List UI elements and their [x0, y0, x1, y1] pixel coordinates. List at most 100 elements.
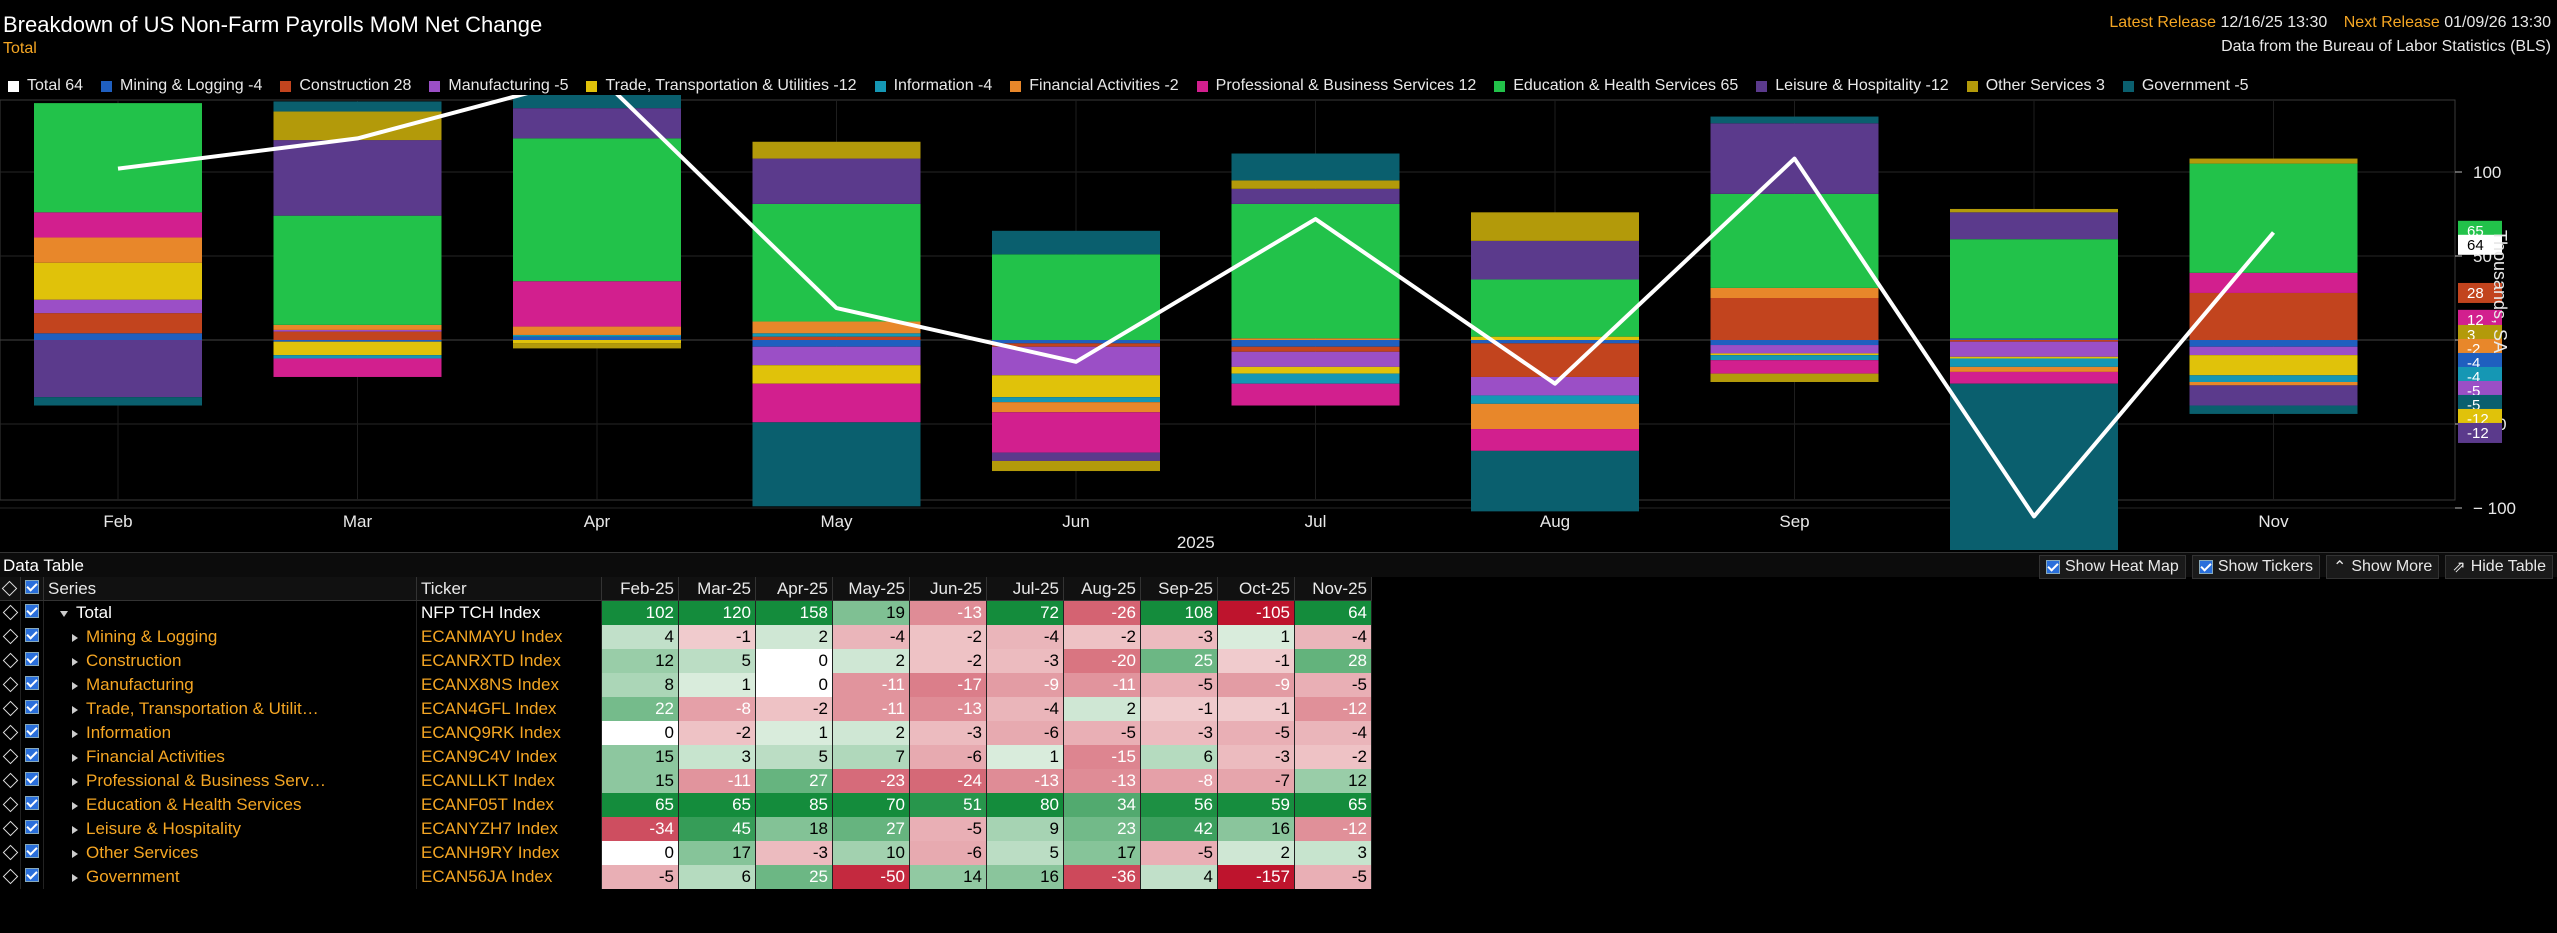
ticker[interactable]: ECANMAYU Index: [416, 625, 602, 649]
heatmap-cell: 0: [755, 673, 833, 697]
stacked-bar-chart: 150100500− 50− 100− 150− 200FebMarAprMay…: [0, 95, 2516, 550]
show-more-button[interactable]: ⌃ Show More: [2325, 555, 2440, 579]
legend-label: Other Services 3: [1985, 77, 2105, 94]
row-drag-handle[interactable]: [0, 841, 21, 865]
heatmap-cell: 2: [832, 649, 910, 673]
row-drag-handle[interactable]: [0, 673, 21, 697]
series-name[interactable]: Mining & Logging: [43, 625, 417, 649]
expand-arrow-icon[interactable]: [72, 825, 78, 834]
row-checkbox[interactable]: [20, 600, 44, 625]
series-name[interactable]: Other Services: [43, 841, 417, 865]
legend-item[interactable]: Trade, Transportation & Utilities -12: [586, 77, 857, 95]
bar-segment: [1950, 383, 2118, 550]
bar-segment: [1710, 360, 1879, 374]
header-check-col[interactable]: [20, 577, 44, 601]
ticker[interactable]: ECANH9RY Index: [416, 841, 602, 865]
row-drag-handle[interactable]: [0, 721, 21, 745]
row-drag-handle[interactable]: [0, 697, 21, 721]
expand-arrow-icon[interactable]: [72, 681, 78, 690]
row-drag-handle[interactable]: [0, 600, 21, 625]
bar-segment: [752, 422, 921, 507]
row-checkbox[interactable]: [20, 769, 44, 793]
ticker[interactable]: ECANYZH7 Index: [416, 817, 602, 841]
heatmap-cell: 14: [909, 865, 987, 889]
row-checkbox[interactable]: [20, 625, 44, 649]
series-name[interactable]: Construction: [43, 649, 417, 673]
legend-item[interactable]: Total 64: [8, 77, 83, 95]
legend-swatch: [874, 80, 886, 92]
row-checkbox[interactable]: [20, 721, 44, 745]
expand-arrow-icon[interactable]: [72, 777, 78, 786]
ticker[interactable]: ECAN56JA Index: [416, 865, 602, 889]
expand-arrow-icon[interactable]: [72, 657, 78, 666]
row-checkbox[interactable]: [20, 841, 44, 865]
series-name[interactable]: Government: [43, 865, 417, 889]
legend-item[interactable]: Mining & Logging -4: [101, 77, 262, 95]
ticker[interactable]: ECANX8NS Index: [416, 673, 602, 697]
expand-arrow-icon[interactable]: [72, 801, 78, 810]
heatmap-cell: -6: [986, 721, 1064, 745]
row-checkbox[interactable]: [20, 745, 44, 769]
ticker[interactable]: ECANRXTD Index: [416, 649, 602, 673]
row-checkbox[interactable]: [20, 697, 44, 721]
table-row: Financial Activities ECAN9C4V Index 15 3 5 7-…: [0, 745, 1372, 769]
heatmap-cell: -1: [1217, 697, 1295, 721]
ticker[interactable]: ECANF05T Index: [416, 793, 602, 817]
series-name[interactable]: Professional & Business Serv…: [43, 769, 417, 793]
legend-item[interactable]: Information -4: [874, 77, 992, 95]
series-name[interactable]: Manufacturing: [43, 673, 417, 697]
row-drag-handle[interactable]: [0, 625, 21, 649]
ticker[interactable]: NFP TCH Index: [416, 600, 602, 625]
series-name[interactable]: Total: [43, 600, 417, 625]
checkbox-icon: [25, 604, 39, 618]
row-checkbox[interactable]: [20, 649, 44, 673]
legend-item[interactable]: Government -5: [2122, 77, 2249, 95]
legend-item[interactable]: Education & Health Services 65: [1494, 77, 1738, 95]
row-drag-handle[interactable]: [0, 817, 21, 841]
ticker[interactable]: ECAN9C4V Index: [416, 745, 602, 769]
latest-release-value: 12/16/25 13:30: [2220, 14, 2328, 31]
move-icon: [1, 580, 18, 596]
heatmap-cell: -17: [909, 673, 987, 697]
series-name[interactable]: Information: [43, 721, 417, 745]
collapse-arrow-icon[interactable]: [60, 610, 68, 617]
row-drag-handle[interactable]: [0, 769, 21, 793]
ticker[interactable]: ECAN4GFL Index: [416, 697, 602, 721]
row-checkbox[interactable]: [20, 673, 44, 697]
expand-arrow-icon[interactable]: [72, 849, 78, 858]
show-tickers-toggle[interactable]: Show Tickers: [2191, 555, 2320, 579]
row-drag-handle[interactable]: [0, 745, 21, 769]
heatmap-cell: 12: [601, 649, 679, 673]
show-heat-map-toggle[interactable]: Show Heat Map: [2038, 555, 2186, 579]
legend-item[interactable]: Construction 28: [280, 77, 411, 95]
row-drag-handle[interactable]: [0, 865, 21, 889]
legend-item[interactable]: Manufacturing -5: [429, 77, 568, 95]
series-name[interactable]: Leisure & Hospitality: [43, 817, 417, 841]
row-checkbox[interactable]: [20, 865, 44, 889]
series-name[interactable]: Education & Health Services: [43, 793, 417, 817]
legend-item[interactable]: Leisure & Hospitality -12: [1756, 77, 1949, 95]
expand-arrow-icon[interactable]: [72, 753, 78, 762]
expand-arrow-icon[interactable]: [72, 729, 78, 738]
row-drag-handle[interactable]: [0, 793, 21, 817]
bar-segment: [273, 358, 442, 377]
expand-arrow-icon[interactable]: [72, 705, 78, 714]
ticker[interactable]: ECANLLKT Index: [416, 769, 602, 793]
ticker[interactable]: ECANQ9RK Index: [416, 721, 602, 745]
legend-item[interactable]: Other Services 3: [1966, 77, 2105, 95]
row-drag-handle[interactable]: [0, 649, 21, 673]
expand-arrow-icon[interactable]: [72, 633, 78, 642]
heatmap-cell: -2: [1063, 625, 1141, 649]
row-checkbox[interactable]: [20, 817, 44, 841]
legend-item[interactable]: Financial Activities -2: [1010, 77, 1179, 95]
hide-table-button[interactable]: ⇗ Hide Table: [2445, 555, 2553, 579]
row-checkbox[interactable]: [20, 793, 44, 817]
series-name[interactable]: Trade, Transportation & Utilit…: [43, 697, 417, 721]
y-axis-label: Thousands, SA: [2490, 230, 2510, 354]
bar-segment: [513, 281, 681, 327]
expand-arrow-icon[interactable]: [72, 873, 78, 882]
legend-item[interactable]: Professional & Business Services 12: [1196, 77, 1476, 95]
heatmap-cell: -8: [678, 697, 756, 721]
series-name[interactable]: Financial Activities: [43, 745, 417, 769]
bar-segment: [1710, 373, 1879, 382]
